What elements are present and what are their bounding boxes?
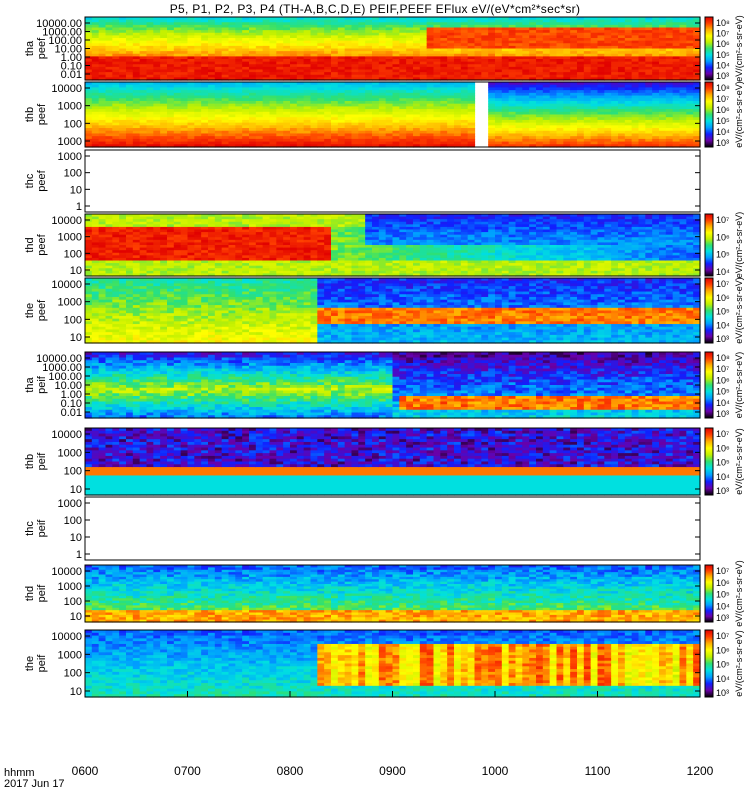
y-axis-label: peef xyxy=(36,37,48,59)
colorbar-tick-label: 10⁵ xyxy=(716,50,730,60)
colorbar-tick-label: 10⁸ xyxy=(716,83,730,93)
y-tick-label: 10000 xyxy=(51,83,82,95)
y-tick-label: 0.01 xyxy=(61,69,82,81)
colorbar-tick-label: 10⁶ xyxy=(716,105,730,115)
panel-frame xyxy=(85,150,700,212)
y-tick-label: 100 xyxy=(64,168,82,180)
colorbar-tick-label: 10³ xyxy=(716,138,729,148)
colorbar-tick-label: 10³ xyxy=(716,71,729,81)
colorbar-tick-label: 10⁷ xyxy=(716,94,729,104)
y-tick-label: 1000 xyxy=(58,136,82,148)
colorbar-label: eV/(cm²-s-sr-eV) xyxy=(734,15,744,82)
colorbar-tick-label: 10⁸ xyxy=(716,18,730,28)
y-tick-label: 1000 xyxy=(58,101,82,113)
colorbar-tick-label: 10⁵ xyxy=(716,116,730,126)
colorbar xyxy=(705,17,713,80)
y-tick-label: 100 xyxy=(64,118,82,130)
panel-thb-peef: 10000 1000 100 1000 thb peef 10⁸10⁷10⁶10⁵10⁴10… xyxy=(24,81,744,148)
colorbar-tick-label: 10⁴ xyxy=(716,127,730,137)
colorbar-label: eV/(cm²-s-sr-eV) xyxy=(734,81,744,148)
colorbar xyxy=(705,82,713,147)
y-axis-label: peef xyxy=(36,169,48,191)
y-axis-label: peef xyxy=(36,103,48,125)
y-axis-label: thb xyxy=(24,107,36,122)
colorbar-tick-label: 10⁴ xyxy=(716,60,730,70)
panel-thd-peef: 10000100010010thd peef10⁷10⁶10⁵10⁴ eV/(cm²… xyxy=(24,212,744,279)
y-axis-label: tha xyxy=(24,40,36,56)
y-tick-label: 1000 xyxy=(58,151,82,163)
y-axis-label: thc xyxy=(24,173,36,188)
colorbar-tick-label: 10⁷ xyxy=(716,29,729,39)
y-tick-label: 10 xyxy=(70,184,82,196)
panel-thc-peef: 1000 100 10 1 thc peef xyxy=(24,150,700,213)
y-tick-label: 1 xyxy=(76,201,82,213)
colorbar-tick-label: 10⁶ xyxy=(716,39,730,49)
panel-tha-peef: 10000.001000.00100.0010.001.000.100.01th… xyxy=(24,15,744,82)
